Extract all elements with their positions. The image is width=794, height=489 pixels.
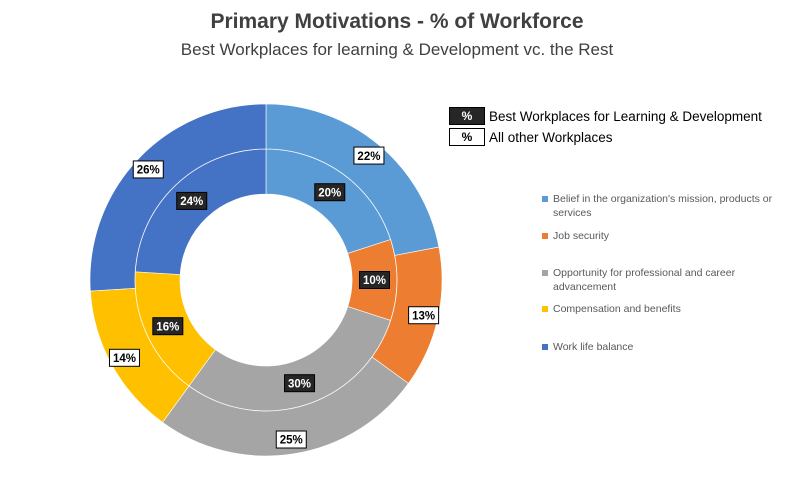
outer-label-work-life: 26% xyxy=(132,160,164,179)
legend-item-job-security: Job security xyxy=(542,229,792,243)
svg-text:16%: 16% xyxy=(156,321,179,333)
legend-item-compensation: Compensation and benefits xyxy=(542,302,792,316)
legend-label: Belief in the organization's mission, pr… xyxy=(553,193,773,219)
svg-text:14%: 14% xyxy=(113,353,136,365)
legend-swatch xyxy=(542,233,548,239)
legend-label: Opportunity for professional and career … xyxy=(553,267,736,293)
key-outer-label: All other Workplaces xyxy=(489,129,613,145)
outer-label-mission: 22% xyxy=(353,146,385,165)
svg-text:25%: 25% xyxy=(280,435,303,447)
svg-text:13%: 13% xyxy=(412,310,435,322)
svg-text:26%: 26% xyxy=(137,165,160,177)
legend-label: Work life balance xyxy=(553,341,634,353)
ring-separator xyxy=(134,148,398,412)
inner-label-compensation: 16% xyxy=(152,317,184,336)
svg-text:30%: 30% xyxy=(288,378,311,390)
inner-label-opportunity: 30% xyxy=(284,374,316,393)
outer-label-opportunity: 25% xyxy=(275,430,307,449)
legend-swatch xyxy=(542,270,548,276)
chart-title: Primary Motivations - % of Workforce xyxy=(210,10,584,33)
inner-label-work-life: 24% xyxy=(176,191,208,210)
key-outer-swatch: % xyxy=(449,128,485,146)
key-inner-label: Best Workplaces for Learning & Developme… xyxy=(489,108,762,124)
legend-label: Compensation and benefits xyxy=(553,303,681,315)
svg-text:20%: 20% xyxy=(318,187,341,199)
svg-text:10%: 10% xyxy=(363,275,386,287)
inner-label-mission: 20% xyxy=(314,183,346,202)
legend-label: Job security xyxy=(553,230,610,242)
key-outer-series: % All other Workplaces xyxy=(449,128,613,146)
key-inner-swatch: % xyxy=(449,107,485,125)
svg-text:22%: 22% xyxy=(357,151,380,163)
inner-label-job-security: 10% xyxy=(359,271,390,289)
legend-item-work-life: Work life balance xyxy=(542,340,792,354)
legend-swatch xyxy=(542,344,548,350)
legend-item-mission: Belief in the organization's mission, pr… xyxy=(542,192,792,220)
legend-item-opportunity: Opportunity for professional and career … xyxy=(542,266,792,294)
legend-swatch xyxy=(542,196,548,202)
legend-swatch xyxy=(542,306,548,312)
outer-label-compensation: 14% xyxy=(108,348,140,367)
key-inner-series: % Best Workplaces for Learning & Develop… xyxy=(449,107,762,125)
svg-text:24%: 24% xyxy=(180,196,203,208)
outer-slice-work-life xyxy=(89,103,267,292)
outer-label-job-security: 13% xyxy=(408,306,440,325)
chart-subtitle: Best Workplaces for learning & Developme… xyxy=(180,40,614,59)
